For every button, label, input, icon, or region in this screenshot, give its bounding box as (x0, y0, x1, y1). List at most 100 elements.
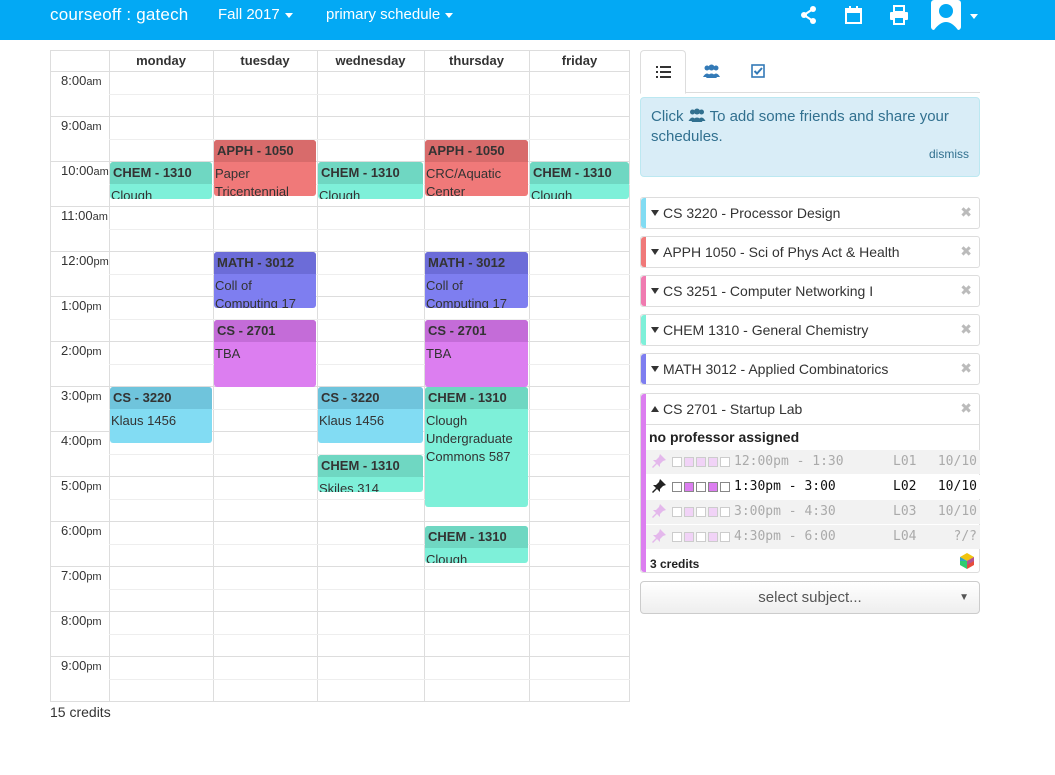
section-seats: 10/10 (937, 504, 977, 519)
calendar-event[interactable]: CS - 3220 Klaus 1456 (110, 387, 212, 444)
select-subject-dropdown[interactable]: select subject... ▼ (640, 581, 980, 614)
print-icon[interactable] (888, 4, 910, 26)
calendar-icon[interactable] (843, 4, 865, 26)
calendar-event[interactable]: CHEM - 1310 Clough (425, 525, 528, 564)
tab-checklist[interactable] (736, 50, 782, 93)
course-color-stripe (641, 315, 646, 345)
course-item[interactable]: CS 3251 - Computer Networking I ✖ (640, 275, 980, 307)
calendar-event[interactable]: CHEM - 1310 Clough (318, 162, 423, 200)
sidebar-tabs (640, 50, 980, 94)
color-picker-icon[interactable] (959, 553, 975, 569)
calendar-event[interactable]: MATH - 3012 Coll of Computing 17 (214, 252, 316, 309)
remove-course-icon[interactable]: ✖ (960, 282, 972, 298)
event-location: Clough Undergraduate Commons 587 (426, 413, 513, 464)
section-seats: ?/? (953, 529, 977, 544)
pin-icon[interactable] (652, 504, 666, 518)
user-menu-caret-icon[interactable] (970, 14, 978, 19)
calendar-event[interactable]: CS - 3220 Klaus 1456 (318, 387, 423, 444)
calendar-event[interactable]: APPH - 1050 CRC/Aquatic Center (425, 139, 528, 196)
day-header-wednesday: wednesday (335, 53, 406, 68)
pin-icon[interactable] (652, 529, 666, 543)
remove-course-icon[interactable]: ✖ (960, 400, 972, 416)
calendar-event[interactable]: CHEM - 1310 Clough (110, 162, 212, 200)
hour-label: 1:00pm (61, 298, 102, 313)
event-location: Klaus 1456 (319, 413, 385, 428)
section-time: 3:00pm - 4:30 (734, 504, 836, 519)
dismiss-link[interactable]: dismiss (928, 147, 969, 161)
course-item[interactable]: MATH 3012 - Applied Combinatorics ✖ (640, 353, 980, 385)
course-name[interactable]: CS 3220 - Processor Design (663, 205, 841, 221)
share-icon[interactable] (798, 4, 820, 26)
course-name[interactable]: CS 3251 - Computer Networking I (663, 283, 874, 299)
hour-line (51, 611, 630, 612)
expand-icon[interactable] (651, 249, 659, 255)
expand-icon[interactable] (651, 327, 659, 333)
hour-label: 7:00pm (61, 568, 102, 583)
day-indicator (708, 507, 718, 517)
schedule-dropdown[interactable]: primary schedule (326, 6, 454, 23)
course-name[interactable]: CS 2701 - Startup Lab (663, 401, 803, 417)
course-color-stripe (641, 354, 646, 384)
event-location: Clough (111, 188, 153, 200)
tab-course-list[interactable] (640, 50, 686, 94)
event-title: CHEM - 1310 (318, 162, 423, 184)
event-location: Skiles 314 (319, 480, 379, 492)
day-header-tuesday: tuesday (240, 53, 290, 68)
expand-icon[interactable] (651, 288, 659, 294)
expand-icon[interactable] (651, 366, 659, 372)
remove-course-icon[interactable]: ✖ (960, 360, 972, 376)
term-dropdown[interactable]: Fall 2017 (218, 6, 293, 23)
pin-icon[interactable] (652, 454, 666, 468)
user-avatar-icon[interactable] (931, 0, 961, 30)
section-row[interactable]: 4:30pm - 6:00 L04 ?/? (646, 525, 980, 549)
half-hour-line (109, 93, 630, 95)
remove-course-icon[interactable]: ✖ (960, 204, 972, 220)
course-name[interactable]: APPH 1050 - Sci of Phys Act & Health (663, 244, 900, 260)
friends-icon (688, 108, 706, 122)
section-seats: 10/10 (937, 479, 977, 494)
section-row[interactable]: 12:00pm - 1:30 L01 10/10 (646, 450, 980, 474)
calendar-event[interactable]: CHEM - 1310 Clough (530, 162, 629, 200)
tab-friends[interactable] (688, 50, 734, 93)
calendar-event[interactable]: CS - 2701 TBA (425, 319, 528, 387)
hour-label: 2:00pm (61, 343, 102, 358)
event-title: CHEM - 1310 (425, 387, 528, 409)
course-item[interactable]: APPH 1050 - Sci of Phys Act & Health ✖ (640, 236, 980, 268)
section-code: L04 (893, 529, 917, 544)
hour-line (51, 161, 630, 162)
half-hour-line (109, 588, 630, 590)
hour-line (51, 116, 630, 117)
hour-line (51, 251, 630, 252)
course-color-stripe (641, 276, 646, 306)
course-item[interactable]: CS 3220 - Processor Design ✖ (640, 197, 980, 229)
calendar-event[interactable]: APPH - 1050 Paper Tricentennial (214, 139, 316, 196)
calendar-event[interactable]: CS - 2701 TBA (214, 319, 316, 387)
remove-course-icon[interactable]: ✖ (960, 243, 972, 259)
calendar-event[interactable]: CHEM - 1310 Clough Undergraduate Commons … (425, 387, 528, 508)
event-title: CS - 2701 (214, 319, 316, 342)
pin-icon[interactable] (652, 479, 666, 493)
expand-icon[interactable] (651, 210, 659, 216)
hour-label: 4:00pm (61, 433, 102, 448)
event-location: TBA (426, 345, 452, 361)
calendar-event[interactable]: CHEM - 1310 Skiles 314 (318, 454, 423, 492)
event-title: MATH - 3012 (214, 252, 316, 274)
event-location: Klaus 1456 (111, 413, 177, 428)
dropdown-arrow-icon: ▼ (959, 592, 969, 603)
remove-course-icon[interactable]: ✖ (960, 321, 972, 337)
navbar: courseoff : gatech Fall 2017 primary sch… (0, 0, 1055, 40)
brand-logo[interactable]: courseoff : gatech (50, 5, 189, 24)
course-item[interactable]: CHEM 1310 - General Chemistry ✖ (640, 314, 980, 346)
grid-column-line (317, 51, 318, 702)
event-location: Clough (319, 188, 361, 200)
half-hour-line (109, 228, 630, 230)
total-credits: 15 credits (50, 704, 111, 720)
section-row[interactable]: 1:30pm - 3:00 L02 10/10 (646, 475, 980, 499)
section-row[interactable]: 3:00pm - 4:30 L03 10/10 (646, 500, 980, 524)
course-name[interactable]: MATH 3012 - Applied Combinatorics (663, 361, 889, 377)
collapse-icon[interactable] (651, 406, 659, 412)
course-name[interactable]: CHEM 1310 - General Chemistry (663, 322, 869, 338)
day-indicator (672, 482, 682, 492)
calendar-event[interactable]: MATH - 3012 Coll of Computing 17 (425, 252, 528, 309)
half-hour-line (109, 363, 630, 365)
